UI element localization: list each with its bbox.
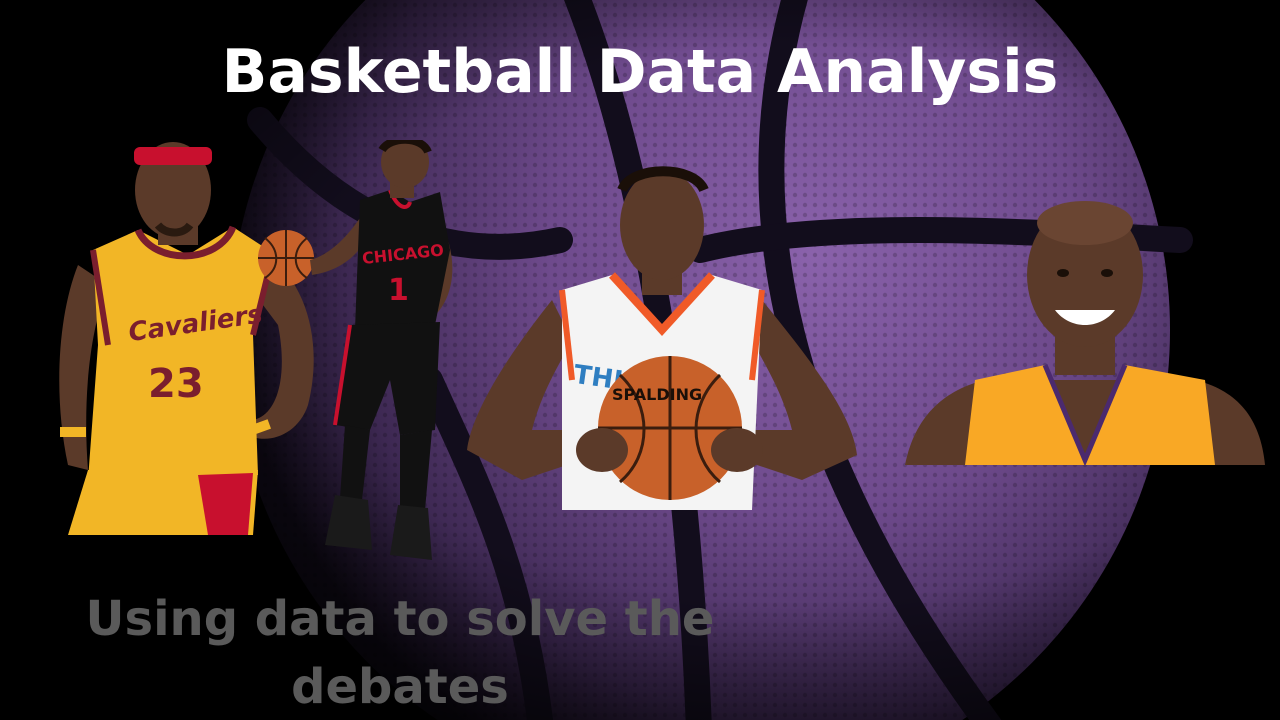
jersey-number-1: 1	[388, 273, 409, 308]
player-photo-bulls: CHICAGO 1	[250, 140, 480, 565]
player-photo-thunder: THUNDER SPALDING	[462, 160, 862, 510]
slide-title: Basketball Data Analysis	[221, 37, 1059, 107]
slide-subtitle: Using data to solve the debates	[85, 591, 715, 715]
jersey-number-23: 23	[148, 361, 204, 407]
player-photo-lakers	[905, 195, 1265, 465]
player-photo-cavaliers: Cavaliers 23	[48, 135, 328, 535]
ball-brand-spalding: SPALDING	[612, 385, 702, 404]
